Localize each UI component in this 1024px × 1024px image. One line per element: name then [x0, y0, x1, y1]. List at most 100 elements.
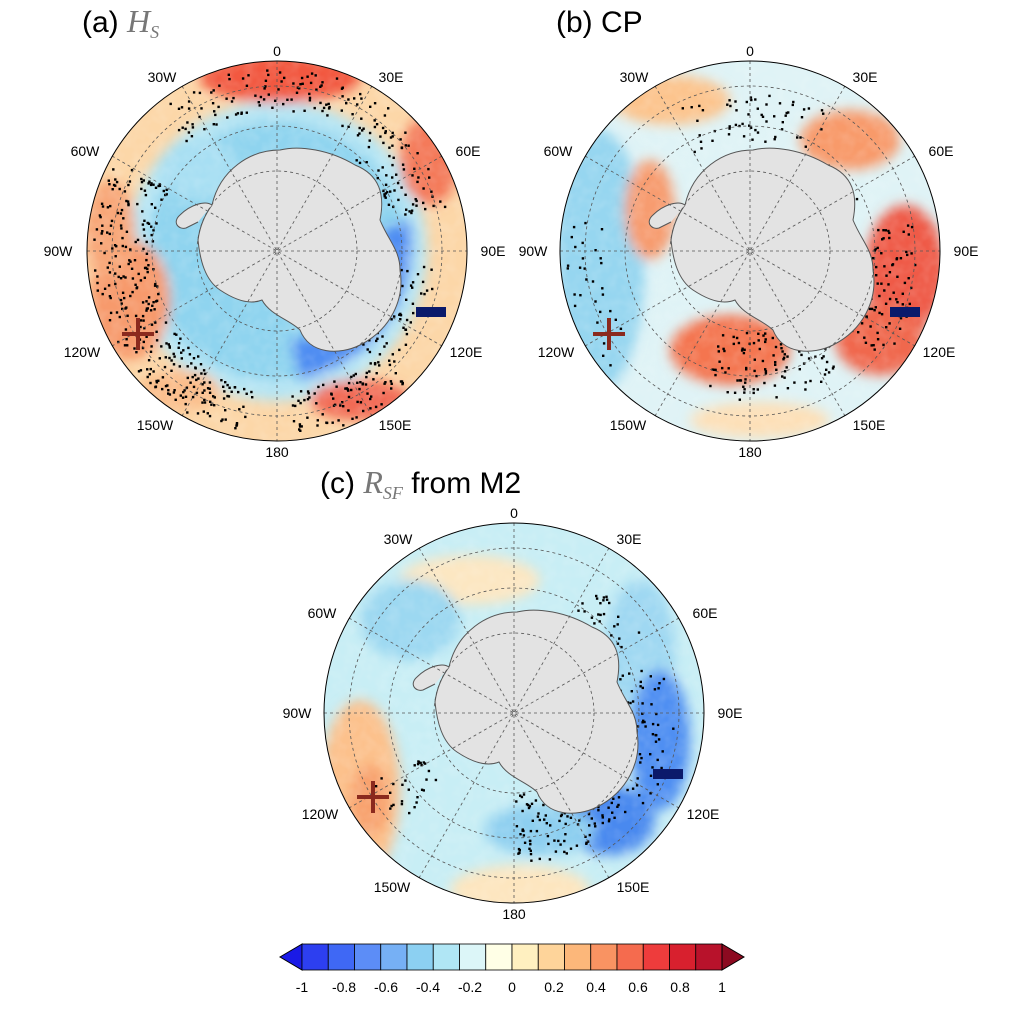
- colorbar-box: [354, 943, 382, 971]
- significance-dot: [290, 98, 293, 101]
- significance-dot: [373, 125, 377, 129]
- significance-dot: [119, 277, 123, 280]
- significance-dot: [109, 204, 112, 208]
- significance-dot: [613, 816, 616, 819]
- significance-dot: [764, 368, 767, 371]
- significance-dot: [242, 405, 245, 408]
- significance-dot: [398, 348, 401, 352]
- significance-dot: [888, 322, 891, 325]
- colorbar-box: [642, 943, 670, 971]
- significance-dot: [155, 379, 158, 383]
- significance-dot: [114, 184, 117, 187]
- significance-dot: [203, 398, 206, 402]
- significance-dot: [549, 824, 552, 827]
- significance-dot: [903, 281, 907, 285]
- significance-dot: [369, 105, 372, 108]
- significance-dot: [422, 265, 426, 269]
- significance-dot: [150, 182, 153, 185]
- significance-dot: [347, 98, 350, 101]
- significance-dot: [123, 344, 127, 347]
- significance-dot: [393, 189, 396, 192]
- significance-dot: [307, 392, 310, 395]
- significance-dot: [542, 803, 545, 807]
- significance-dot: [142, 179, 145, 182]
- significance-dot: [661, 750, 664, 753]
- lon-label-120w: 120W: [538, 344, 575, 360]
- significance-dot: [726, 103, 729, 106]
- significance-dot: [258, 104, 261, 107]
- significance-dot: [158, 184, 162, 187]
- significance-dot: [157, 184, 160, 188]
- significance-dot: [181, 126, 184, 129]
- significance-dot: [378, 364, 381, 367]
- significance-dot: [727, 133, 731, 136]
- significance-dot: [299, 429, 302, 432]
- significance-dot: [186, 376, 189, 380]
- significance-dot: [885, 274, 888, 277]
- significance-dot: [257, 101, 260, 104]
- significance-dot: [224, 409, 227, 412]
- significance-dot: [392, 205, 395, 209]
- significance-dot: [181, 396, 185, 399]
- significance-dot: [644, 725, 647, 728]
- significance-dot: [390, 318, 393, 321]
- significance-dot: [775, 396, 778, 399]
- significance-dot: [570, 235, 573, 239]
- significance-dot: [129, 248, 132, 251]
- significance-dot: [161, 387, 164, 391]
- significance-dot: [520, 795, 524, 799]
- significance-dot: [729, 104, 732, 108]
- colorbar-box: [511, 943, 539, 971]
- significance-dot: [383, 382, 386, 385]
- significance-dot: [259, 95, 263, 99]
- significance-dot: [115, 245, 118, 248]
- significance-dot: [717, 345, 720, 348]
- significance-dot: [126, 314, 129, 317]
- significance-dot: [718, 360, 721, 363]
- significance-dot: [420, 788, 424, 791]
- significance-dot: [732, 342, 735, 346]
- lon-label-30w: 30W: [384, 531, 414, 547]
- significance-dot: [377, 361, 380, 364]
- significance-dot: [611, 811, 614, 814]
- colorbar-box: [537, 943, 565, 971]
- significance-dot: [602, 612, 606, 616]
- significance-dot: [339, 404, 342, 407]
- significance-dot: [735, 109, 738, 112]
- significance-dot: [358, 126, 361, 130]
- significance-dot: [107, 179, 110, 182]
- significance-dot: [804, 381, 807, 384]
- significance-dot: [389, 136, 393, 139]
- significance-dot: [299, 83, 302, 86]
- significance-dot: [594, 825, 597, 828]
- dash-marker: [890, 307, 920, 317]
- significance-dot: [142, 247, 145, 251]
- significance-dot: [607, 820, 611, 823]
- significance-dot: [807, 357, 811, 360]
- significance-dot: [160, 198, 163, 201]
- significance-dot: [785, 111, 788, 115]
- significance-dot: [528, 805, 532, 808]
- significance-dot: [876, 338, 880, 341]
- colorbar-box: [459, 943, 487, 971]
- significance-dot: [347, 389, 350, 392]
- significance-dot: [125, 338, 128, 341]
- significance-dot: [117, 275, 120, 279]
- significance-dot: [294, 404, 297, 408]
- cross-marker: [357, 781, 389, 813]
- significance-dot: [341, 86, 344, 89]
- significance-dot: [186, 365, 189, 368]
- significance-dot: [344, 387, 347, 390]
- significance-dot: [380, 403, 383, 406]
- significance-dot: [292, 82, 295, 85]
- significance-dot: [226, 116, 229, 119]
- significance-dot: [191, 395, 195, 399]
- significance-dot: [744, 381, 747, 384]
- significance-dot: [278, 71, 282, 74]
- significance-dot: [779, 343, 783, 346]
- significance-dot: [631, 700, 635, 703]
- significance-dot: [553, 839, 556, 842]
- colorbar-tick-label: -1: [296, 979, 309, 995]
- lon-label-150w: 150W: [137, 417, 174, 433]
- significance-dot: [396, 181, 400, 185]
